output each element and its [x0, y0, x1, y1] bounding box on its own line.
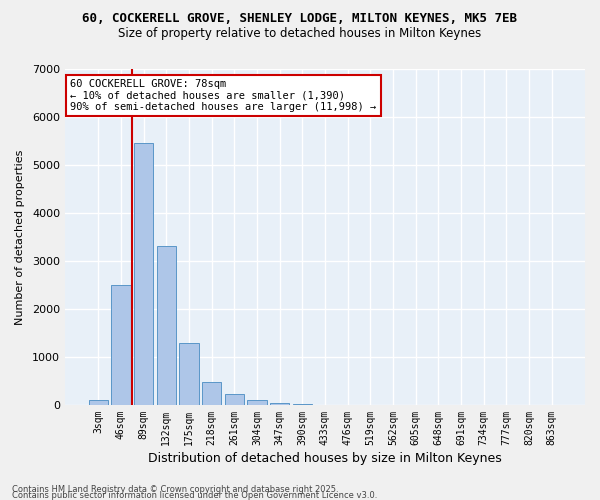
Text: Size of property relative to detached houses in Milton Keynes: Size of property relative to detached ho… — [118, 28, 482, 40]
Bar — [111, 285, 131, 405]
Bar — [179, 343, 199, 405]
Bar — [247, 400, 266, 405]
Text: Contains public sector information licensed under the Open Government Licence v3: Contains public sector information licen… — [12, 490, 377, 500]
Bar — [202, 382, 221, 405]
Bar — [224, 394, 244, 405]
Text: 60 COCKERELL GROVE: 78sqm
← 10% of detached houses are smaller (1,390)
90% of se: 60 COCKERELL GROVE: 78sqm ← 10% of detac… — [70, 79, 376, 112]
Text: 60, COCKERELL GROVE, SHENLEY LODGE, MILTON KEYNES, MK5 7EB: 60, COCKERELL GROVE, SHENLEY LODGE, MILT… — [83, 12, 517, 26]
X-axis label: Distribution of detached houses by size in Milton Keynes: Distribution of detached houses by size … — [148, 452, 502, 465]
Bar — [134, 144, 153, 405]
Bar — [270, 402, 289, 405]
Bar — [89, 400, 108, 405]
Bar — [157, 246, 176, 405]
Text: Contains HM Land Registry data © Crown copyright and database right 2025.: Contains HM Land Registry data © Crown c… — [12, 484, 338, 494]
Bar — [293, 404, 312, 405]
Y-axis label: Number of detached properties: Number of detached properties — [15, 150, 25, 324]
